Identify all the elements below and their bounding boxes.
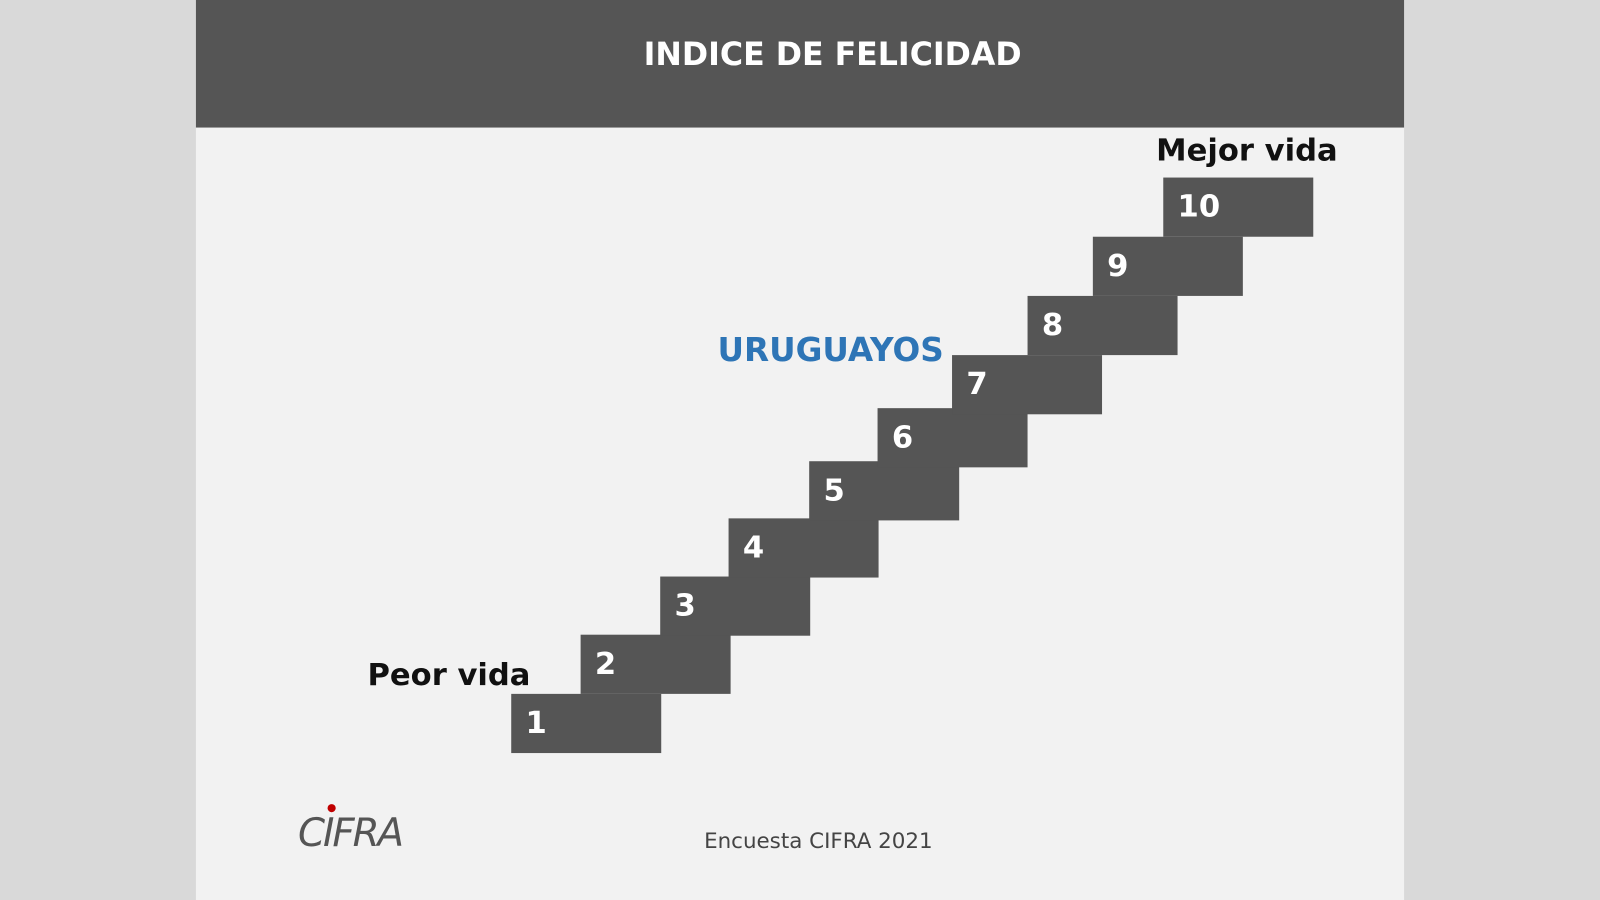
footer: Encuesta CIFRA 2021: [704, 829, 933, 854]
slide-body: [195, 0, 1405, 900]
step: [809, 461, 960, 521]
best-label: Mejor vida: [1156, 134, 1338, 169]
step-number: 6: [892, 420, 913, 455]
step-number: 8: [1042, 308, 1063, 343]
logo: CIFRA: [298, 811, 402, 856]
step: [877, 408, 1028, 468]
header-bar: [195, 0, 1405, 128]
step-number: 1: [526, 706, 547, 741]
worst-label: Peor vida: [367, 658, 530, 693]
step: [580, 634, 731, 694]
step-number: 9: [1107, 249, 1128, 284]
step-number: 10: [1178, 190, 1221, 225]
step: [511, 693, 662, 754]
logo-dot: [327, 804, 336, 813]
step-number: 4: [743, 530, 764, 565]
step-number: 7: [966, 367, 987, 402]
step-number: 5: [823, 473, 844, 508]
step-number: 2: [595, 647, 616, 682]
highlight-label: URUGUAYOS: [717, 331, 943, 369]
title: INDICE DE FELICIDAD: [644, 37, 1022, 73]
step-number: 3: [674, 589, 695, 624]
step: [728, 518, 879, 578]
staircase: 1 2 3 4 5 6 7 8 9 10: [511, 177, 1314, 754]
step: [660, 576, 811, 636]
step: [1092, 236, 1243, 296]
step: [1027, 295, 1178, 356]
step: [1163, 177, 1314, 237]
step: [952, 355, 1103, 415]
